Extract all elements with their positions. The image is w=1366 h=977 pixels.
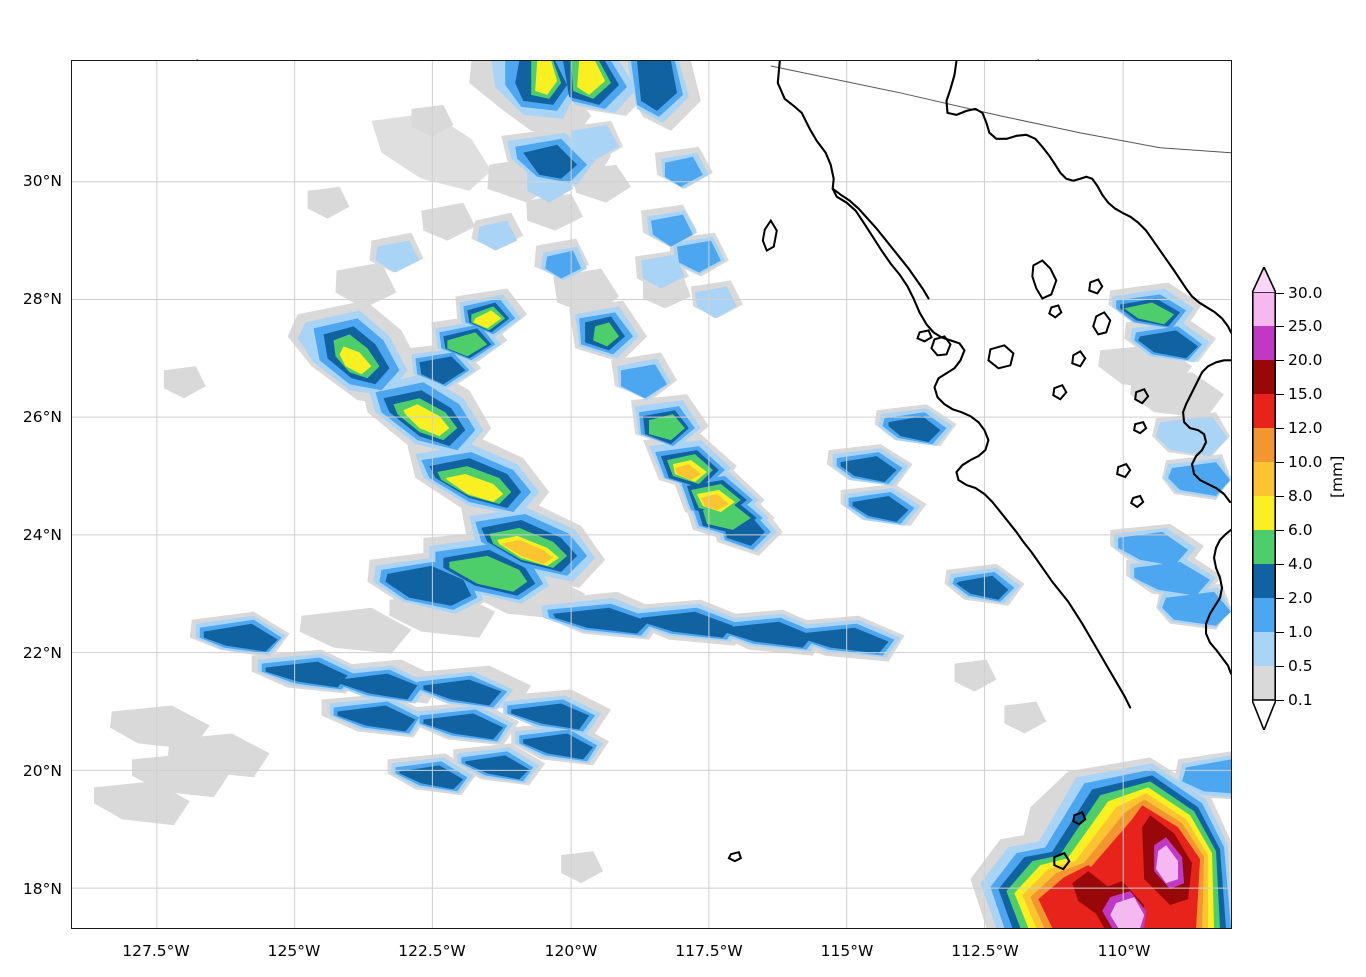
- colorbar-tick-label: 6.0: [1288, 521, 1313, 539]
- colorbar-tick-label: 2.0: [1288, 589, 1313, 607]
- colorbar-tick-label: 20.0: [1288, 351, 1323, 369]
- colorbar-tick: [1276, 496, 1284, 497]
- colorbar-tick-label: 10.0: [1288, 453, 1323, 471]
- colorbar: 30.0 25.0 20.0 15.0 12.0 10.0 8.0 6.0 4.…: [1252, 267, 1323, 730]
- colorbar-tick-label: 25.0: [1288, 317, 1323, 335]
- colorbar-tick-label: 0.1: [1288, 691, 1313, 709]
- colorbar-tick: [1276, 598, 1284, 599]
- lat-lon-gridlines: [72, 61, 1231, 928]
- colorbar-tick: [1276, 293, 1284, 294]
- colorbar-tick: [1276, 530, 1284, 531]
- y-tick-label: 26°N: [22, 408, 62, 426]
- colorbar-tick: [1276, 428, 1284, 429]
- offshore-islands: [727, 218, 1087, 871]
- colorbar-tick: [1276, 326, 1284, 327]
- gulf-islands: [916, 259, 1150, 509]
- x-tick-label: 117.5°W: [675, 942, 743, 960]
- colorbar-tick-label: 1.0: [1288, 623, 1313, 641]
- colorbar-tick: [1276, 632, 1284, 633]
- x-tick-label: 127.5°W: [122, 942, 190, 960]
- colorbar-gradient: [1252, 267, 1276, 730]
- y-tick-label: 18°N: [22, 880, 62, 898]
- map-plot-area: [71, 60, 1232, 929]
- colorbar-tick: [1276, 462, 1284, 463]
- y-tick-label: 24°N: [22, 526, 62, 544]
- colorbar-tick-label: 15.0: [1288, 385, 1323, 403]
- colorbar-tick-label: 12.0: [1288, 419, 1323, 437]
- colorbar-tick-label: 0.5: [1288, 657, 1313, 675]
- colorbar-tick: [1276, 564, 1284, 565]
- colorbar-tick-label: 8.0: [1288, 487, 1313, 505]
- colorbar-tick: [1276, 700, 1284, 701]
- y-tick-label: 20°N: [22, 762, 62, 780]
- precipitation-field: [93, 61, 1231, 928]
- border-line: [770, 65, 1231, 154]
- coastline-overlay: [727, 61, 1231, 871]
- x-tick-label: 110°W: [1097, 942, 1151, 960]
- colorbar-tick-label: 4.0: [1288, 555, 1313, 573]
- x-tick-label: 112.5°W: [951, 942, 1019, 960]
- precip-layer-25.0: [1110, 845, 1179, 928]
- y-tick-label: 22°N: [22, 644, 62, 662]
- mainland-mexico-coastline: [945, 61, 1231, 675]
- colorbar-tick-label: 30.0: [1288, 284, 1323, 302]
- y-tick-label: 28°N: [22, 290, 62, 308]
- colorbar-tick: [1276, 666, 1284, 667]
- x-tick-label: 115°W: [820, 942, 874, 960]
- colorbar-tick: [1276, 360, 1284, 361]
- x-tick-label: 125°W: [267, 942, 321, 960]
- baja-peninsula-coastline: [776, 61, 1132, 709]
- peninsula-gulf-coast: [831, 187, 930, 300]
- x-tick-label: 120°W: [544, 942, 598, 960]
- colorbar-tick: [1276, 394, 1284, 395]
- x-tick-label: 122.5°W: [398, 942, 466, 960]
- y-tick-label: 30°N: [22, 172, 62, 190]
- colorbar-unit-label: [mm]: [1328, 455, 1346, 498]
